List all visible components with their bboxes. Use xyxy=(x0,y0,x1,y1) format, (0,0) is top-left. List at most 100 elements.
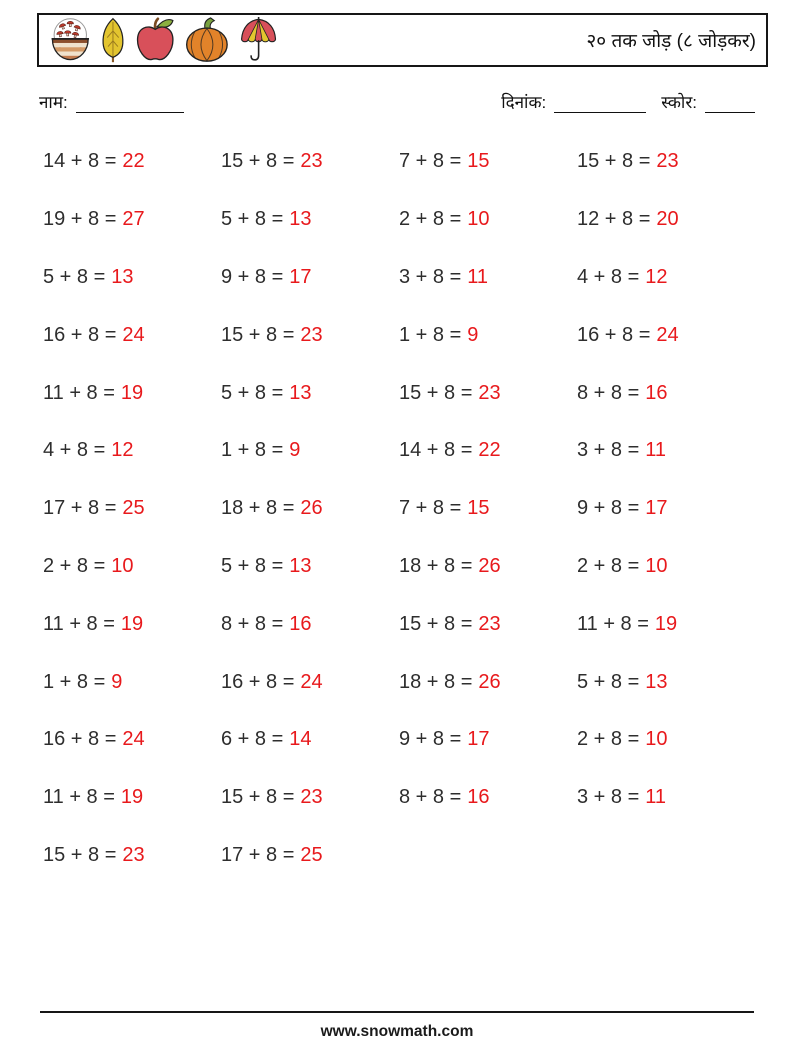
problem-cell: 15 + 8 = 23 xyxy=(399,613,577,636)
problem-cell: 11 + 8 = 19 xyxy=(43,786,221,809)
problem-cell: 18 + 8 = 26 xyxy=(399,555,577,578)
problem-expression: 15 + 8 = xyxy=(399,612,473,635)
problem-expression: 18 + 8 = xyxy=(221,497,295,520)
problem-expression: 1 + 8 = xyxy=(43,670,106,693)
problem-expression: 6 + 8 = xyxy=(221,728,284,751)
problem-answer: 10 xyxy=(645,554,668,577)
problem-expression: 16 + 8 = xyxy=(577,323,651,346)
problem-cell: 15 + 8 = 23 xyxy=(221,324,399,347)
problem-cell: 4 + 8 = 12 xyxy=(577,266,755,289)
problem-cell: 16 + 8 = 24 xyxy=(577,324,755,347)
problem-expression: 9 + 8 = xyxy=(399,728,462,751)
problem-cell: 16 + 8 = 24 xyxy=(43,728,221,751)
problem-expression: 15 + 8 = xyxy=(43,843,117,866)
problem-answer: 25 xyxy=(300,843,323,866)
problem-answer: 10 xyxy=(645,728,668,751)
problem-answer: 24 xyxy=(122,323,145,346)
problem-expression: 18 + 8 = xyxy=(399,670,473,693)
bowl-of-mushrooms-icon xyxy=(51,18,90,61)
problem-answer: 26 xyxy=(300,497,323,520)
problem-answer: 9 xyxy=(289,439,301,462)
problem-cell: 16 + 8 = 24 xyxy=(221,671,399,694)
problem-answer: 23 xyxy=(300,786,323,809)
problem-expression: 2 + 8 = xyxy=(577,554,640,577)
date-blank-line xyxy=(554,98,647,113)
problem-expression: 4 + 8 = xyxy=(577,265,640,288)
problem-cell: 15 + 8 = 23 xyxy=(221,150,399,173)
problem-cell: 2 + 8 = 10 xyxy=(399,208,577,231)
problem-answer: 10 xyxy=(467,208,490,231)
problem-cell: 9 + 8 = 17 xyxy=(399,728,577,751)
problem-cell: 8 + 8 = 16 xyxy=(399,786,577,809)
problem-answer: 13 xyxy=(289,208,312,231)
problem-expression: 2 + 8 = xyxy=(43,554,106,577)
problem-expression: 5 + 8 = xyxy=(221,554,284,577)
problem-expression: 8 + 8 = xyxy=(399,786,462,809)
problem-expression: 7 + 8 = xyxy=(399,150,462,173)
problem-answer: 23 xyxy=(478,612,501,635)
problem-answer: 13 xyxy=(645,670,668,693)
problem-answer: 23 xyxy=(656,150,679,173)
problem-cell: 2 + 8 = 10 xyxy=(577,728,755,751)
problem-cell: 18 + 8 = 26 xyxy=(221,497,399,520)
problem-answer: 12 xyxy=(645,265,668,288)
problem-expression: 9 + 8 = xyxy=(577,497,640,520)
problem-answer: 19 xyxy=(120,381,144,404)
problem-expression: 3 + 8 = xyxy=(577,786,640,809)
footer-url: www.snowmath.com xyxy=(320,1023,474,1040)
problem-cell: 12 + 8 = 20 xyxy=(577,208,755,231)
problem-expression: 17 + 8 = xyxy=(221,843,295,866)
date-label: दिनांक: xyxy=(501,93,547,112)
problem-answer: 14 xyxy=(289,728,312,751)
problem-expression: 5 + 8 = xyxy=(43,265,106,288)
header-icons xyxy=(49,17,279,63)
problem-cell: 9 + 8 = 17 xyxy=(221,266,399,289)
date-score-group: दिनांक: स्कोर: xyxy=(501,90,755,113)
problem-answer: 27 xyxy=(122,208,145,231)
problem-answer: 11 xyxy=(645,786,667,809)
problem-cell: 3 + 8 = 11 xyxy=(577,786,755,809)
problem-answer: 12 xyxy=(111,439,134,462)
problem-expression: 8 + 8 = xyxy=(221,612,284,635)
problem-expression: 5 + 8 = xyxy=(221,381,284,404)
problem-expression: 16 + 8 = xyxy=(43,323,117,346)
problem-answer: 17 xyxy=(645,497,668,520)
score-label: स्कोर: xyxy=(661,93,697,112)
problem-expression: 3 + 8 = xyxy=(577,439,640,462)
problem-cell: 4 + 8 = 12 xyxy=(43,439,221,462)
problem-answer: 11 xyxy=(467,265,489,288)
problem-expression: 1 + 8 = xyxy=(221,439,284,462)
problem-expression: 17 + 8 = xyxy=(43,497,117,520)
problem-answer: 23 xyxy=(300,150,323,173)
problem-expression: 15 + 8 = xyxy=(221,786,295,809)
problem-cell: 1 + 8 = 9 xyxy=(43,671,221,694)
problem-answer: 10 xyxy=(111,554,134,577)
pumpkin-icon xyxy=(185,17,228,62)
problem-expression: 11 + 8 = xyxy=(43,381,115,404)
problem-cell: 11 + 8 = 19 xyxy=(577,613,755,636)
problem-cell: 16 + 8 = 24 xyxy=(43,324,221,347)
umbrella-icon xyxy=(240,17,276,61)
problem-expression: 2 + 8 = xyxy=(577,728,640,751)
problem-expression: 15 + 8 = xyxy=(399,381,473,404)
problem-expression: 5 + 8 = xyxy=(577,670,640,693)
problem-cell: 14 + 8 = 22 xyxy=(43,150,221,173)
problem-expression: 18 + 8 = xyxy=(399,554,473,577)
problem-expression: 15 + 8 = xyxy=(221,323,295,346)
problem-answer: 22 xyxy=(122,150,145,173)
problem-expression: 4 + 8 = xyxy=(43,439,106,462)
problem-answer: 25 xyxy=(122,497,145,520)
problem-expression: 9 + 8 = xyxy=(221,265,284,288)
problem-cell: 1 + 8 = 9 xyxy=(399,324,577,347)
problem-answer: 22 xyxy=(478,439,501,462)
problem-expression: 5 + 8 = xyxy=(221,208,284,231)
problem-cell: 17 + 8 = 25 xyxy=(221,844,399,867)
problems-grid: 14 + 8 = 22 15 + 8 = 23 7 + 8 = 15 15 + 8 =… xyxy=(43,133,755,884)
problem-cell: 15 + 8 = 23 xyxy=(221,786,399,809)
problem-cell: 3 + 8 = 11 xyxy=(399,266,577,289)
problem-answer: 23 xyxy=(122,843,145,866)
problem-answer: 15 xyxy=(467,497,490,520)
problem-expression: 11 + 8 = xyxy=(43,612,115,635)
problem-expression: 1 + 8 = xyxy=(399,323,462,346)
